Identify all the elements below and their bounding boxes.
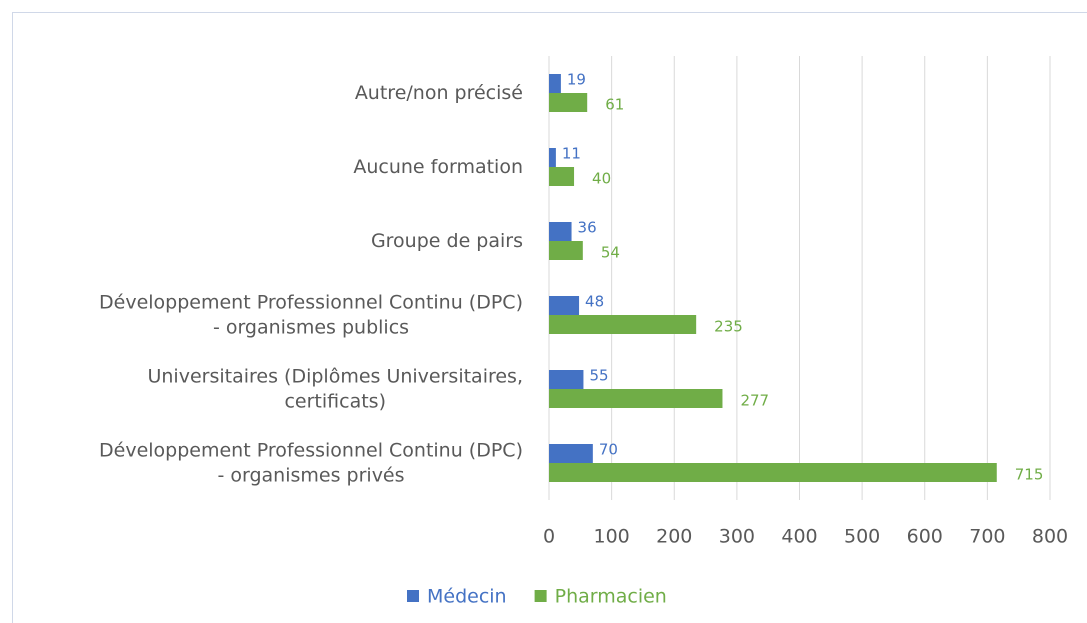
x-tick-label: 400 — [781, 526, 817, 548]
x-tick-label: 700 — [969, 526, 1005, 548]
bar — [549, 296, 580, 315]
chart-frame — [12, 12, 1087, 623]
y-tick-label: Aucune formation — [353, 156, 523, 178]
legend-label: Pharmacien — [555, 586, 667, 608]
legend-label: Médecin — [427, 586, 507, 608]
y-tick-label: Développement Professionnel Continu (DPC… — [99, 291, 523, 338]
x-tick-label: 500 — [844, 526, 880, 548]
data-label: 55 — [589, 367, 608, 385]
y-tick-label: Autre/non précisé — [355, 82, 523, 104]
bar — [549, 148, 556, 167]
y-tick-label: Développement Professionnel Continu (DPC… — [99, 439, 523, 486]
data-label: 61 — [605, 96, 624, 114]
x-tick-label: 800 — [1032, 526, 1068, 548]
y-tick-label: Universitaires (Diplômes Universitaires,… — [147, 365, 523, 412]
bar — [549, 370, 584, 389]
x-tick-label: 600 — [907, 526, 943, 548]
x-tick-label: 100 — [593, 526, 629, 548]
data-label: 277 — [740, 392, 769, 410]
data-label: 70 — [599, 441, 618, 459]
x-tick-label: 200 — [656, 526, 692, 548]
bar — [549, 241, 583, 260]
data-label: 235 — [714, 318, 743, 336]
bar — [549, 93, 588, 112]
bar — [549, 74, 561, 93]
data-label: 36 — [578, 219, 597, 237]
bar — [549, 167, 575, 186]
data-label: 54 — [601, 244, 620, 262]
data-label: 715 — [1015, 466, 1044, 484]
y-tick-label: Groupe de pairs — [371, 230, 523, 252]
data-label: 11 — [562, 145, 581, 163]
data-label: 40 — [592, 170, 611, 188]
x-tick-label: 0 — [543, 526, 555, 548]
bar — [549, 463, 997, 482]
legend-swatch — [407, 590, 419, 602]
data-label: 48 — [585, 293, 604, 311]
legend-swatch — [534, 590, 547, 602]
x-tick-label: 300 — [719, 526, 755, 548]
bar — [549, 444, 593, 463]
data-label: 19 — [567, 71, 586, 89]
bar — [549, 222, 572, 241]
bar — [549, 389, 723, 408]
bar — [549, 315, 697, 334]
